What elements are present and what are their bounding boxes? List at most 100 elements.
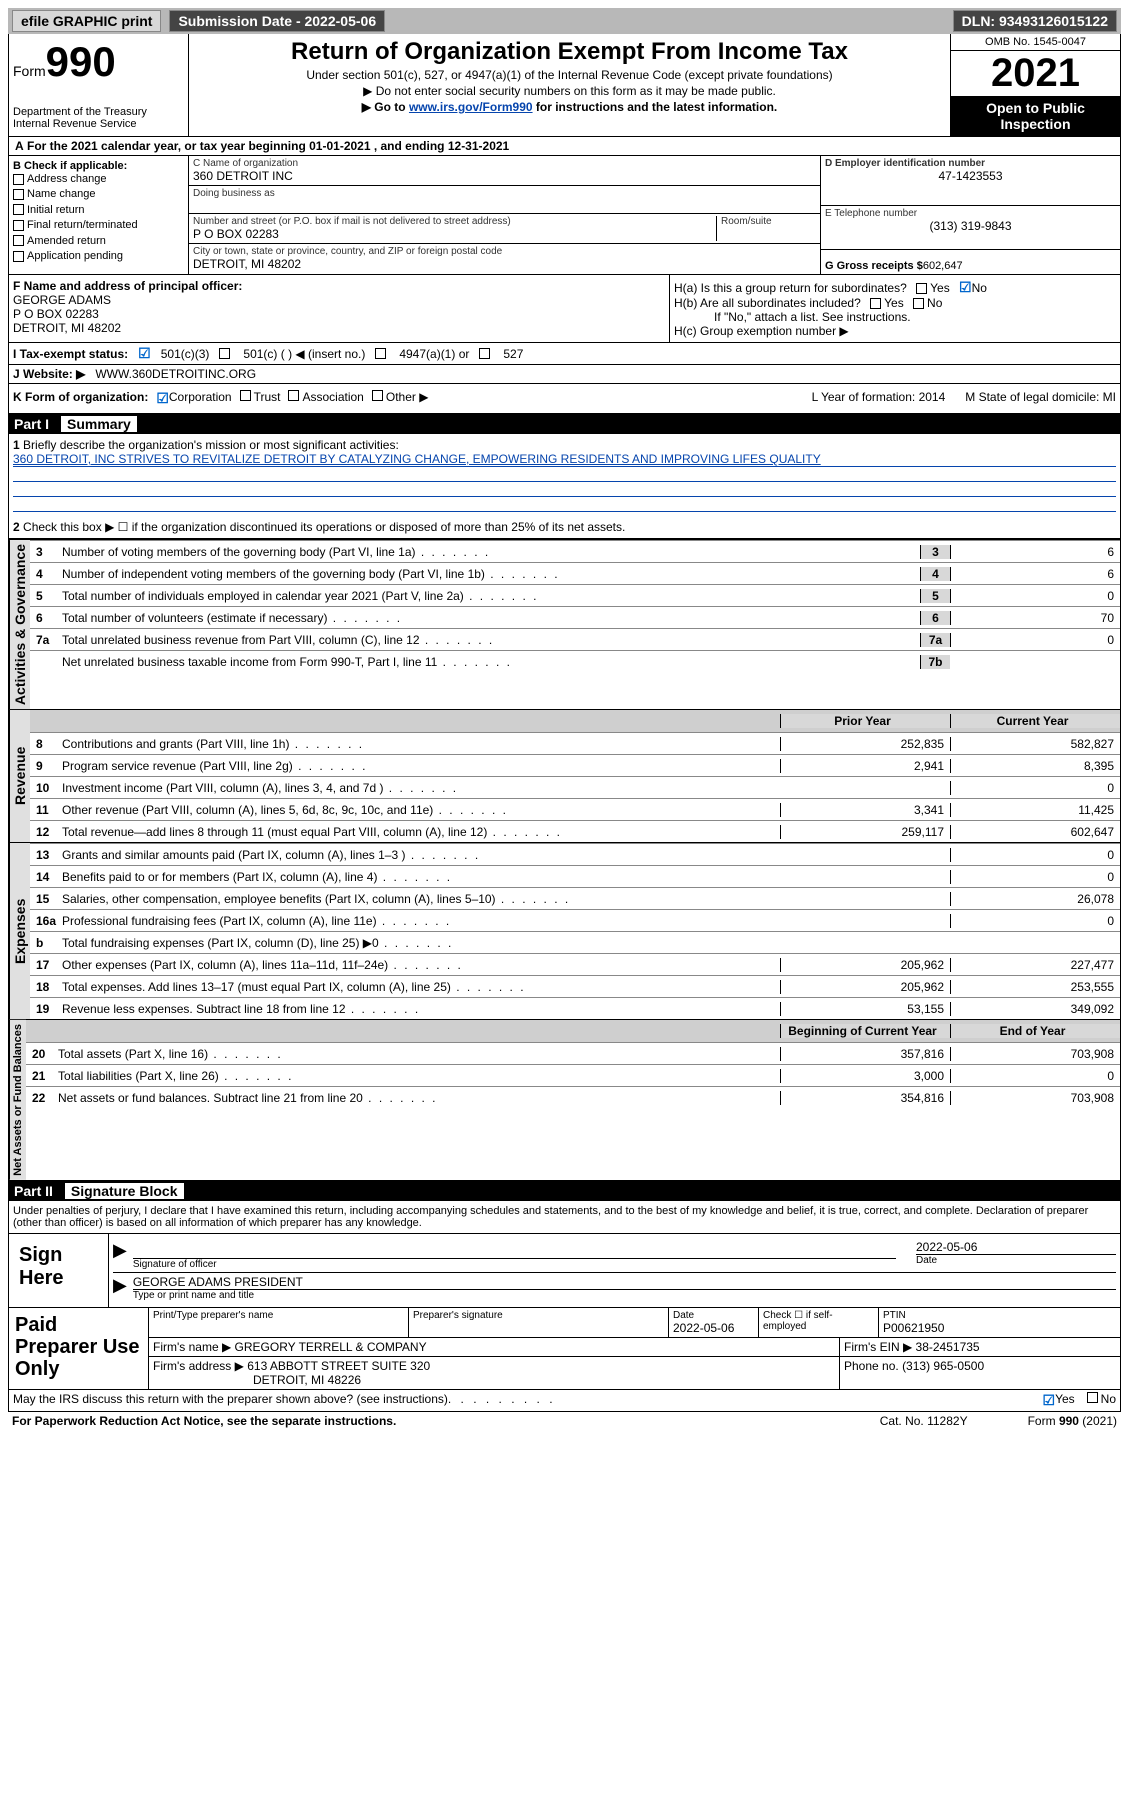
gross-receipts-value: 602,647 [923, 260, 963, 272]
preparer-date-value: 2022-05-06 [673, 1321, 754, 1335]
preparer-sig-label: Preparer's signature [413, 1310, 664, 1321]
summary-line: 18Total expenses. Add lines 13–17 (must … [30, 975, 1120, 997]
goto-link[interactable]: www.irs.gov/Form990 [409, 100, 533, 114]
firm-name-value: GREGORY TERRELL & COMPANY [235, 1340, 427, 1354]
line-a-text: For the 2021 calendar year, or tax year … [27, 139, 509, 153]
box-h: H(a) Is this a group return for subordin… [670, 275, 1120, 342]
opt-4947[interactable]: 4947(a)(1) or [399, 347, 469, 361]
no-ssn-note: ▶ Do not enter social security numbers o… [193, 84, 946, 98]
line-j: J Website: ▶ WWW.360DETROITINC.ORG [8, 365, 1121, 384]
line-klm: K Form of organization: ☑Corporation Tru… [8, 384, 1121, 414]
box-b: B Check if applicable: Address change Na… [9, 156, 189, 274]
goto-line: ▶ Go to www.irs.gov/Form990 for instruct… [193, 100, 946, 114]
chk-address-change[interactable]: Address change [13, 172, 184, 187]
efile-print[interactable]: efile GRAPHIC print [12, 10, 161, 32]
street-label: Number and street (or P.O. box if mail i… [193, 216, 716, 227]
discuss-yes[interactable]: Yes [1055, 1392, 1075, 1409]
room-label: Room/suite [721, 216, 816, 227]
opt-527[interactable]: 527 [503, 347, 523, 361]
chk-application-pending[interactable]: Application pending [13, 249, 184, 264]
box-f: F Name and address of principal officer:… [9, 275, 670, 342]
summary-line: Net unrelated business taxable income fr… [30, 650, 1120, 672]
h-a-label: H(a) Is this a group return for subordin… [674, 281, 907, 295]
cat-no: Cat. No. 11282Y [880, 1414, 968, 1428]
opt-other[interactable]: Other ▶ [386, 390, 429, 407]
summary-net-assets: Net Assets or Fund Balances Beginning of… [8, 1020, 1121, 1181]
sign-here-label: Sign Here [9, 1234, 109, 1307]
summary-line: 12Total revenue—add lines 8 through 11 (… [30, 820, 1120, 842]
ein-value: 47-1423553 [825, 169, 1116, 183]
h-b-yes[interactable]: Yes [884, 296, 904, 310]
ptin-label: PTIN [883, 1310, 1116, 1321]
discuss-row: May the IRS discuss this return with the… [8, 1390, 1121, 1412]
h-a-yes[interactable]: Yes [930, 281, 950, 295]
org-name-label: C Name of organization [193, 158, 816, 169]
summary-line: 22Net assets or fund balances. Subtract … [26, 1086, 1120, 1108]
part1-title: Summary [61, 416, 137, 432]
opt-trust[interactable]: Trust [254, 390, 281, 407]
irs-label: Internal Revenue Service [13, 118, 184, 130]
pra-notice: For Paperwork Reduction Act Notice, see … [12, 1414, 396, 1428]
year-box: OMB No. 1545-0047 2021 Open to Public In… [950, 34, 1120, 136]
summary-line: 16aProfessional fundraising fees (Part I… [30, 909, 1120, 931]
org-name: 360 DETROIT INC [193, 169, 816, 183]
chk-name-change-label: Name change [27, 188, 96, 200]
h-a-no[interactable]: No [972, 281, 987, 295]
form-header: Form990 Department of the Treasury Inter… [8, 34, 1121, 137]
discuss-no[interactable]: No [1101, 1392, 1116, 1409]
officer-name: GEORGE ADAMS [13, 293, 665, 307]
officer-printed-name: GEORGE ADAMS PRESIDENT [133, 1275, 1116, 1289]
chk-initial-return[interactable]: Initial return [13, 203, 184, 218]
firm-phone-label: Phone no. [844, 1359, 899, 1373]
summary-line: 15Salaries, other compensation, employee… [30, 887, 1120, 909]
chk-final-return[interactable]: Final return/terminated [13, 218, 184, 233]
chk-initial-return-label: Initial return [27, 204, 84, 216]
line-j-label: J Website: ▶ [13, 367, 85, 381]
summary-line: 6Total number of volunteers (estimate if… [30, 606, 1120, 628]
preparer-name-label: Print/Type preparer's name [153, 1310, 404, 1321]
summary-line: 21Total liabilities (Part X, line 26)3,0… [26, 1064, 1120, 1086]
summary-line: 9Program service revenue (Part VIII, lin… [30, 754, 1120, 776]
footer-row: For Paperwork Reduction Act Notice, see … [8, 1412, 1121, 1430]
firm-addr-value: 613 ABBOTT STREET SUITE 320 [247, 1359, 430, 1373]
self-employed-chk[interactable]: Check ☐ if self-employed [759, 1308, 879, 1337]
part2-title: Signature Block [65, 1183, 184, 1199]
hdr-prior-year: Prior Year [780, 714, 950, 728]
box-deg: D Employer identification number 47-1423… [820, 156, 1120, 274]
h-b-label: H(b) Are all subordinates included? [674, 296, 861, 310]
dln: DLN: 93493126015122 [953, 10, 1117, 32]
summary-line: 8Contributions and grants (Part VIII, li… [30, 732, 1120, 754]
opt-501c3[interactable]: 501(c)(3) [161, 347, 210, 361]
section-bcdeg: B Check if applicable: Address change Na… [8, 156, 1121, 275]
line-a: A For the 2021 calendar year, or tax yea… [8, 137, 1121, 156]
summary-line: 13Grants and similar amounts paid (Part … [30, 843, 1120, 865]
tab-net-assets: Net Assets or Fund Balances [9, 1020, 26, 1180]
opt-501c[interactable]: 501(c) ( ) ◀ (insert no.) [243, 347, 365, 361]
h-b-no[interactable]: No [927, 296, 942, 310]
street-value: P O BOX 02283 [193, 227, 716, 241]
phone-value: (313) 319-9843 [825, 219, 1116, 233]
chk-name-change[interactable]: Name change [13, 187, 184, 202]
firm-ein-value: 38-2451735 [916, 1340, 980, 1354]
summary-line: 7aTotal unrelated business revenue from … [30, 628, 1120, 650]
summary-line: 20Total assets (Part X, line 16)357,8167… [26, 1042, 1120, 1064]
hdr-beginning-year: Beginning of Current Year [780, 1024, 950, 1038]
sign-here-block: Sign Here ▶ Signature of officer 2022-05… [8, 1234, 1121, 1308]
state-domicile: M State of legal domicile: MI [965, 390, 1116, 407]
header-center: Return of Organization Exempt From Incom… [189, 34, 950, 136]
opt-corp[interactable]: Corporation [169, 390, 232, 407]
omb-number: OMB No. 1545-0047 [951, 34, 1120, 51]
preparer-date-label: Date [673, 1310, 754, 1321]
summary-line: 5Total number of individuals employed in… [30, 584, 1120, 606]
line1-label: Briefly describe the organization's miss… [23, 438, 399, 452]
printed-name-label: Type or print name and title [133, 1289, 1116, 1301]
firm-name-label: Firm's name ▶ [153, 1340, 231, 1354]
firm-addr2-value: DETROIT, MI 48226 [153, 1373, 835, 1387]
summary-line: 19Revenue less expenses. Subtract line 1… [30, 997, 1120, 1019]
chk-final-return-label: Final return/terminated [27, 219, 138, 231]
line-k-label: K Form of organization: [13, 390, 148, 407]
mission-text[interactable]: 360 DETROIT, INC STRIVES TO REVITALIZE D… [13, 452, 1116, 467]
website-url[interactable]: WWW.360DETROITINC.ORG [95, 367, 256, 381]
chk-amended-return[interactable]: Amended return [13, 234, 184, 249]
opt-assoc[interactable]: Association [302, 390, 363, 407]
